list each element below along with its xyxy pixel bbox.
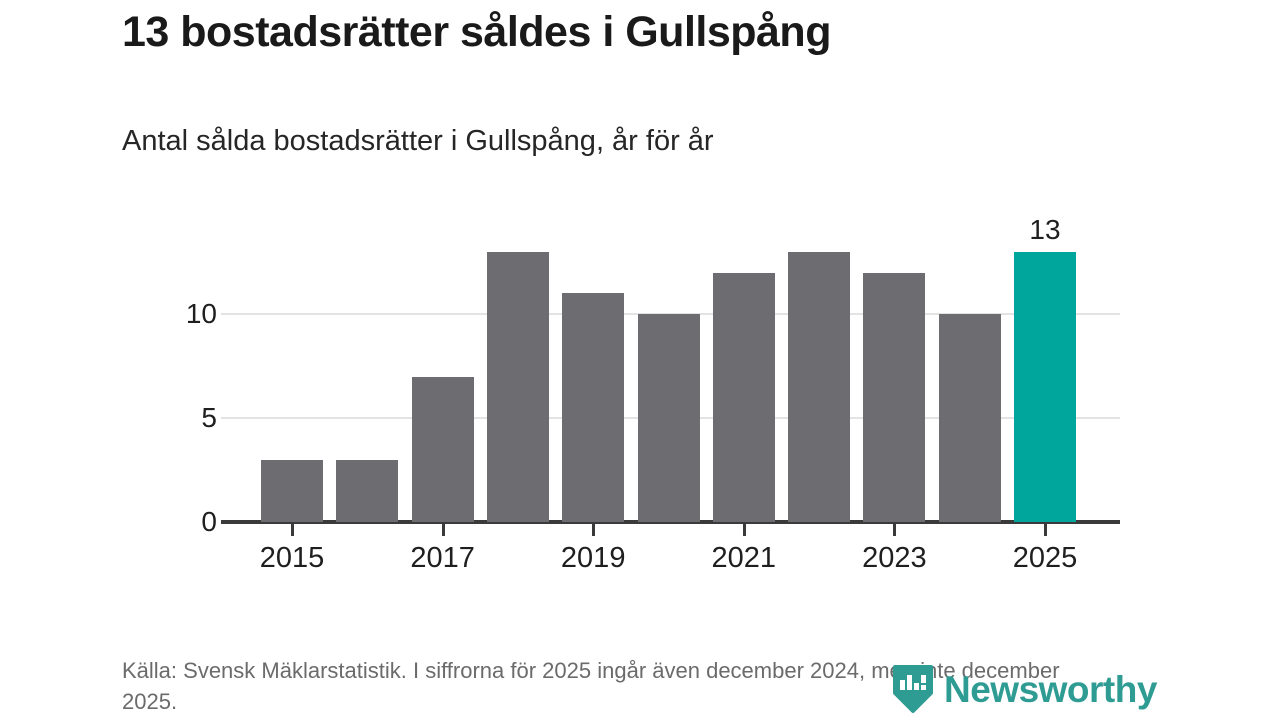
x-axis-line bbox=[221, 520, 1120, 524]
chart-subtitle: Antal sålda bostadsrätter i Gullspång, å… bbox=[122, 125, 714, 157]
x-tick-label-2025: 2025 bbox=[1012, 542, 1078, 574]
newsworthy-logo[interactable]: Newsworthy bbox=[891, 663, 1157, 715]
y-tick-label-10: 10 bbox=[185, 298, 217, 330]
plot-region: 0 5 10 13 2015 2017 2019 2021 2023 2025 bbox=[186, 200, 1120, 574]
x-tick-2019 bbox=[592, 522, 596, 536]
bar-2018[interactable] bbox=[486, 251, 549, 522]
x-tick-2023 bbox=[893, 522, 897, 536]
x-tick-2017 bbox=[441, 522, 445, 536]
bar-2017[interactable] bbox=[411, 376, 474, 522]
bar-2024[interactable] bbox=[938, 314, 1001, 522]
bar-2022[interactable] bbox=[788, 251, 851, 522]
y-tick-label-0: 0 bbox=[201, 506, 217, 537]
bar-2019[interactable] bbox=[562, 293, 625, 522]
gridline-10 bbox=[221, 313, 1120, 316]
x-tick-label-2015: 2015 bbox=[259, 542, 325, 574]
x-tick-2015 bbox=[291, 522, 294, 536]
x-tick-2025 bbox=[1044, 522, 1047, 536]
newsworthy-wordmark: Newsworthy bbox=[944, 668, 1157, 710]
bar-2020[interactable] bbox=[637, 314, 700, 522]
bar-2021[interactable] bbox=[712, 272, 775, 522]
x-tick-label-2019: 2019 bbox=[560, 542, 626, 574]
newsworthy-pin-icon bbox=[893, 665, 933, 713]
bar-2025[interactable]: 13 bbox=[1014, 214, 1076, 522]
y-tick-label-5: 5 bbox=[201, 402, 217, 434]
bar-2016[interactable] bbox=[336, 459, 399, 522]
bar-series: 13 bbox=[221, 200, 1120, 522]
x-tick-label-2017: 2017 bbox=[410, 542, 475, 574]
x-tick-label-2021: 2021 bbox=[711, 542, 777, 574]
x-tick-2021 bbox=[742, 522, 746, 536]
bar-value-label-2025: 13 bbox=[1029, 213, 1061, 245]
bar-2015[interactable] bbox=[261, 459, 323, 522]
bar-2023[interactable] bbox=[863, 272, 926, 522]
x-tick-label-2023: 2023 bbox=[862, 542, 927, 574]
page-title: 13 bostadsrätter såldes i Gullspång bbox=[122, 8, 831, 56]
